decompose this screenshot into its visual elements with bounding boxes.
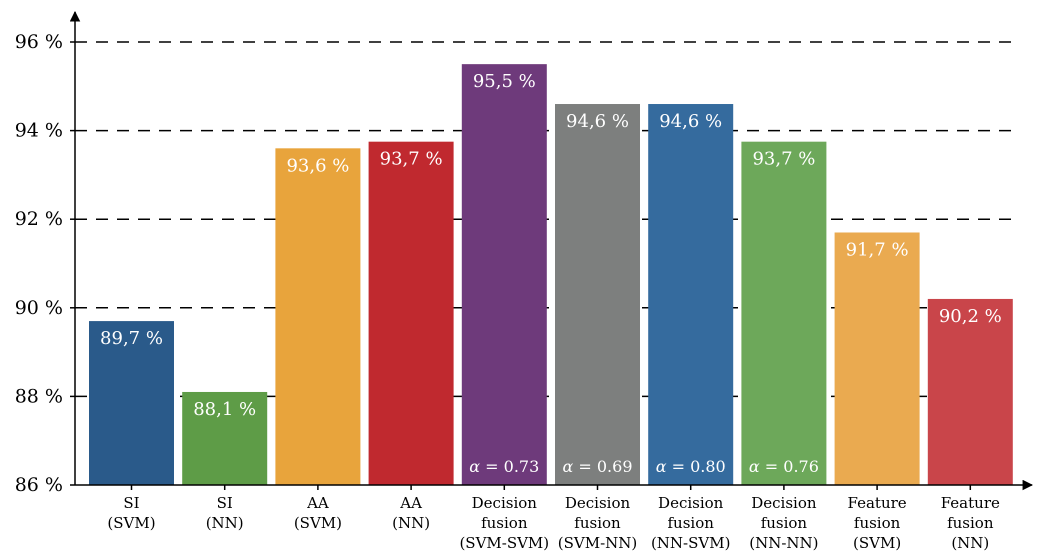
alpha-label: α = 0.69 — [562, 457, 632, 476]
bar — [368, 141, 454, 486]
bars-group: 89,7 % 88,1 % 93,6 % 93,7 % 95,5 % α = 0.73 94… — [89, 64, 1013, 486]
y-tick-label: 94 % — [15, 120, 63, 142]
bar — [182, 391, 268, 485]
bar — [741, 141, 827, 486]
bar-value-label: 94,6 % — [659, 111, 722, 132]
bar — [275, 148, 361, 485]
x-category-label: Decision fusion (NN-NN) — [749, 494, 818, 552]
bar-value-label: 89,7 % — [100, 328, 163, 349]
y-tick-label: 88 % — [15, 385, 63, 407]
axes — [69, 10, 1034, 491]
x-category-label: AA (NN) — [392, 494, 430, 532]
x-category-label: Feature fusion (SVM) — [848, 494, 907, 552]
alpha-label: α = 0.76 — [749, 457, 819, 476]
alpha-label: α = 0.73 — [469, 457, 539, 476]
x-category-label: Feature fusion (NN) — [941, 494, 1000, 552]
bar-value-label: 95,5 % — [473, 71, 536, 92]
bar-value-label: 93,7 % — [752, 149, 815, 170]
x-category-label: Decision fusion (NN-SVM) — [651, 494, 731, 552]
y-tick-label: 86 % — [15, 474, 63, 496]
y-ticks: 86 % 88 % 90 % 92 % 94 % 96 % — [15, 31, 75, 496]
bar-value-label: 90,2 % — [939, 306, 1002, 327]
bar-value-label: 88,1 % — [193, 399, 256, 420]
bar-value-label: 94,6 % — [566, 111, 629, 132]
bar-value-label: 91,7 % — [846, 239, 909, 260]
bar-value-label: 93,7 % — [380, 149, 443, 170]
bar — [927, 298, 1013, 485]
x-category-label: Decision fusion (SVM-SVM) — [459, 494, 549, 552]
bar — [648, 104, 734, 486]
bar-value-label: 93,6 % — [286, 155, 349, 176]
y-tick-label: 90 % — [15, 297, 63, 319]
x-category-label: SI (SVM) — [107, 494, 155, 532]
bar — [555, 104, 640, 486]
bar — [89, 321, 174, 485]
y-tick-label: 92 % — [15, 208, 63, 230]
x-category-label: SI (NN) — [206, 494, 244, 532]
bar — [834, 232, 920, 485]
bar — [461, 64, 547, 486]
alpha-label: α = 0.80 — [656, 457, 726, 476]
x-labels: SI (SVM) SI (NN) AA (SVM) AA (NN) Decision fusion… — [107, 485, 1000, 552]
x-category-label: Decision fusion (SVM-NN) — [558, 494, 638, 552]
x-category-label: AA (SVM) — [294, 494, 342, 532]
y-tick-label: 96 % — [15, 31, 63, 53]
